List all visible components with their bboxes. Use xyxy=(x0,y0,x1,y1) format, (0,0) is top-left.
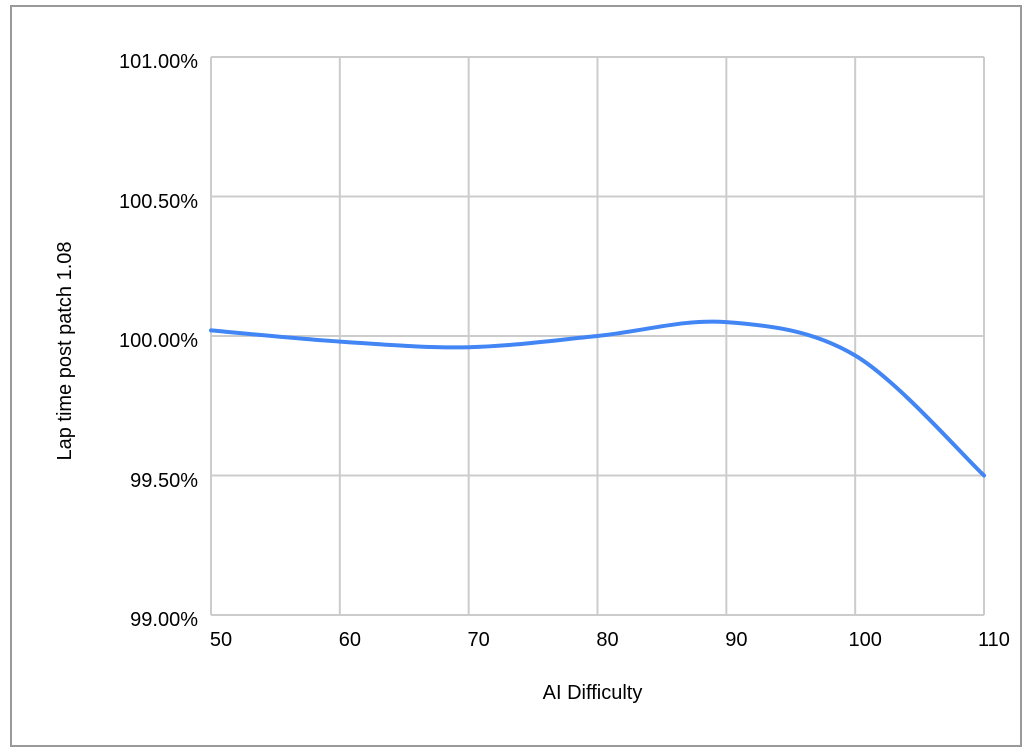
y-tick-label: 100.50% xyxy=(119,190,198,213)
y-tick-label: 100.00% xyxy=(119,330,198,352)
y-tick-label: 99.50% xyxy=(130,469,198,492)
chart-frame: 99.00% 99.50% 100.00% 100.50% 101.00% 50 60 70… xyxy=(10,5,1022,747)
x-tick-label: 80 xyxy=(596,629,619,651)
x-tick-label: 100 xyxy=(848,629,882,651)
series-line xyxy=(209,319,986,478)
x-tick-label: 110 xyxy=(978,629,1010,651)
x-tick-label: 70 xyxy=(467,629,490,651)
x-tick-label: 90 xyxy=(725,629,748,651)
line-chart: 99.00% 99.50% 100.00% 100.50% 101.00% 50 60 70… xyxy=(12,7,1020,745)
x-tick-label: 60 xyxy=(338,629,361,651)
x-tick-label: 50 xyxy=(209,629,233,651)
y-axis-title: Lap time post patch 1.08 xyxy=(54,241,76,461)
plot-area xyxy=(209,56,986,616)
y-tick-label: 99.00% xyxy=(130,609,198,631)
y-tick-label: 101.00% xyxy=(119,51,198,73)
x-axis-title: AI Difficulty xyxy=(542,682,643,704)
